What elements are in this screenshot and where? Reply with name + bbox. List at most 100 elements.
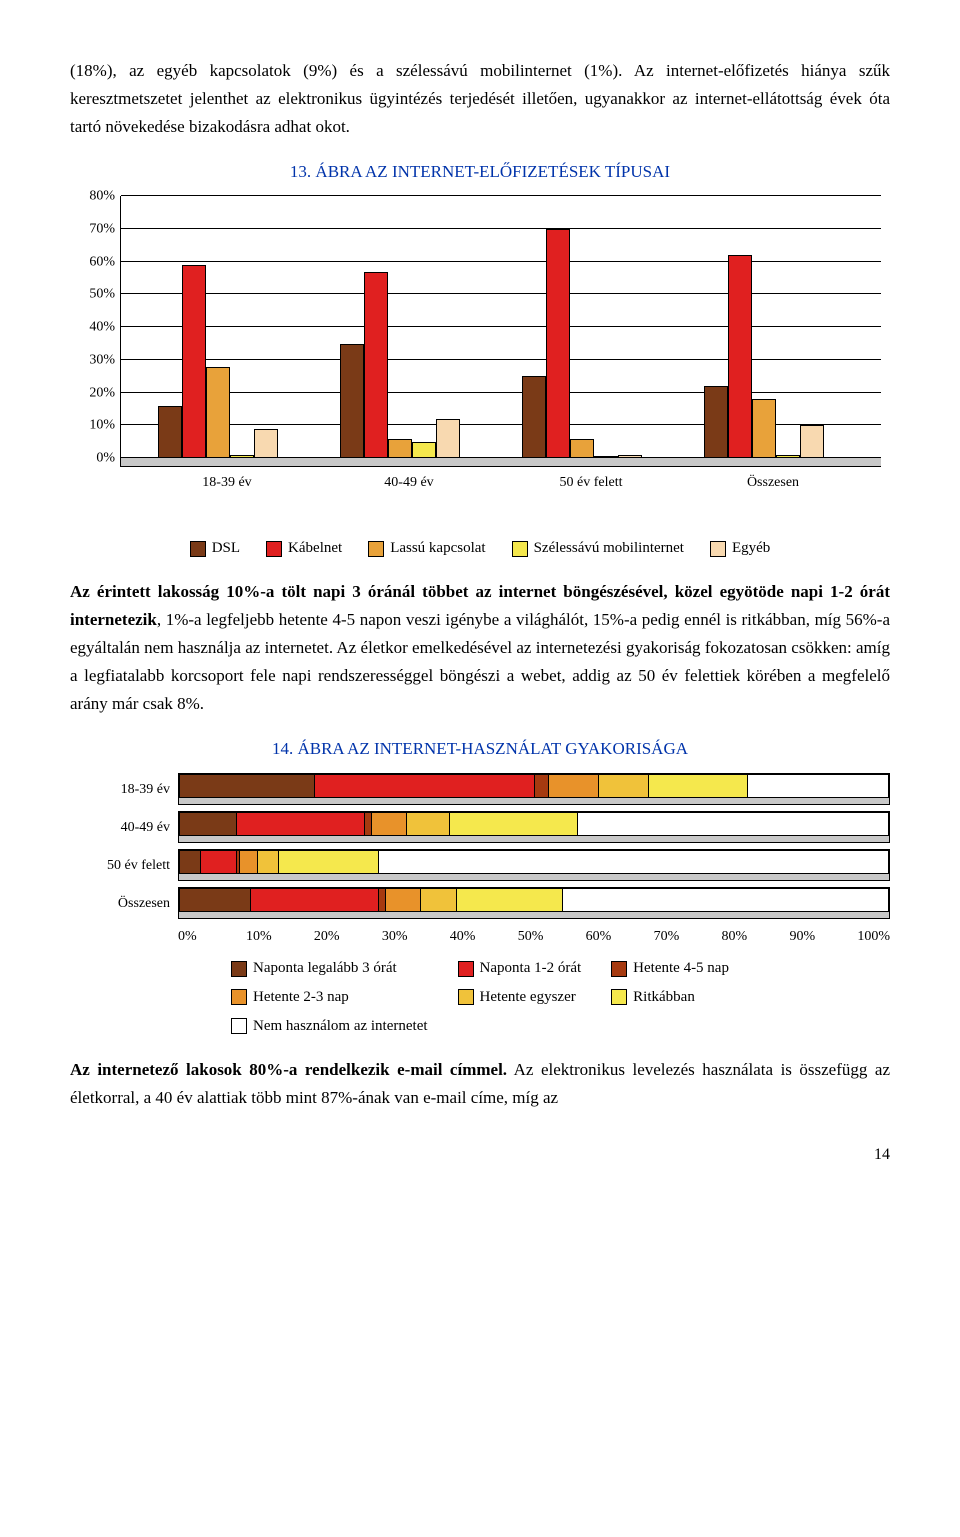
legend-item: Ritkábban bbox=[611, 985, 729, 1010]
bar-segment bbox=[314, 774, 534, 798]
stacked-bar bbox=[178, 773, 890, 805]
chart-13-subscription-types: 0%10%20%30%40%50%60%70%80%18-39 év40-49 … bbox=[70, 196, 890, 526]
bar bbox=[206, 367, 230, 459]
bar bbox=[436, 419, 460, 458]
row-label: 40-49 év bbox=[70, 816, 178, 839]
legend-item: DSL bbox=[190, 536, 240, 561]
x-tick-label: 10% bbox=[246, 925, 314, 948]
email-lead: Az internetező lakosok 80%-a rendelkezik… bbox=[70, 1060, 507, 1079]
usage-paragraph: Az érintett lakosság 10%-a tölt napi 3 ó… bbox=[70, 578, 890, 718]
bar-segment bbox=[562, 888, 889, 912]
bar bbox=[254, 429, 278, 458]
stacked-bar bbox=[178, 887, 890, 919]
x-tick-label: 40-49 év bbox=[334, 471, 484, 494]
bar-segment bbox=[648, 774, 747, 798]
usage-rest: , 1%-a legfeljebb hetente 4-5 napon vesz… bbox=[70, 610, 890, 713]
x-tick-label: 60% bbox=[586, 925, 654, 948]
x-tick-label: 50 év felett bbox=[516, 471, 666, 494]
x-tick-label: 30% bbox=[382, 925, 450, 948]
bar bbox=[522, 376, 546, 458]
bar-segment bbox=[598, 774, 648, 798]
bar bbox=[412, 442, 436, 458]
bar bbox=[364, 272, 388, 459]
chart-13-legend: DSL Kábelnet Lassú kapcsolat Szélessávú mob… bbox=[70, 536, 890, 561]
row-label: Összesen bbox=[70, 892, 178, 915]
bar-segment bbox=[385, 888, 421, 912]
bar bbox=[594, 456, 618, 458]
bar-segment bbox=[364, 812, 371, 836]
y-tick-label: 80% bbox=[70, 185, 115, 208]
bar-segment bbox=[236, 812, 364, 836]
legend-item: Lassú kapcsolat bbox=[368, 536, 485, 561]
stacked-bar bbox=[178, 849, 890, 881]
bar-segment bbox=[179, 812, 236, 836]
x-tick-label: 40% bbox=[450, 925, 518, 948]
bar bbox=[752, 399, 776, 458]
bar-segment bbox=[250, 888, 378, 912]
x-tick-label: Összesen bbox=[698, 471, 848, 494]
bar bbox=[388, 439, 412, 459]
page-number: 14 bbox=[70, 1142, 890, 1168]
x-tick-label: 90% bbox=[789, 925, 857, 948]
y-tick-label: 40% bbox=[70, 316, 115, 339]
bar bbox=[570, 439, 594, 459]
bar bbox=[728, 255, 752, 458]
legend-item: Hetente 2-3 nap bbox=[231, 985, 428, 1010]
y-tick-label: 20% bbox=[70, 381, 115, 404]
bar-segment bbox=[548, 774, 598, 798]
legend-item: Naponta legalább 3 órát bbox=[231, 956, 428, 981]
legend-item: Hetente 4-5 nap bbox=[611, 956, 729, 981]
y-tick-label: 70% bbox=[70, 217, 115, 240]
x-tick-label: 18-39 év bbox=[152, 471, 302, 494]
bar-segment bbox=[179, 774, 314, 798]
figure-14-caption: 14. ÁBRA AZ INTERNET-HASZNÁLAT GYAKORISÁ… bbox=[70, 735, 890, 763]
bar-segment bbox=[371, 812, 407, 836]
bar-segment bbox=[239, 850, 257, 874]
bar bbox=[158, 406, 182, 458]
bar-segment bbox=[179, 850, 200, 874]
bar-segment bbox=[278, 850, 377, 874]
x-tick-label: 100% bbox=[857, 925, 890, 948]
y-tick-label: 10% bbox=[70, 414, 115, 437]
bar-segment bbox=[179, 888, 250, 912]
chart-13-plot bbox=[120, 196, 881, 467]
bar-segment bbox=[577, 812, 889, 836]
email-paragraph: Az internetező lakosok 80%-a rendelkezik… bbox=[70, 1056, 890, 1112]
chart-14-legend: Naponta legalább 3 órát Naponta 1-2 órát H… bbox=[70, 956, 890, 1038]
bar-segment bbox=[200, 850, 236, 874]
bar-segment bbox=[420, 888, 456, 912]
bar bbox=[618, 455, 642, 458]
x-tick-label: 70% bbox=[654, 925, 722, 948]
bar bbox=[182, 265, 206, 458]
chart-14-usage-frequency: 18-39 év40-49 év50 év felettÖsszesen0%10… bbox=[70, 773, 890, 948]
x-tick-label: 50% bbox=[518, 925, 586, 948]
bar-segment bbox=[534, 774, 548, 798]
bar-segment bbox=[378, 888, 385, 912]
bar-segment bbox=[449, 812, 577, 836]
x-tick-label: 80% bbox=[722, 925, 790, 948]
y-tick-label: 0% bbox=[70, 447, 115, 470]
legend-item: Szélessávú mobilinternet bbox=[512, 536, 684, 561]
bar-segment bbox=[378, 850, 889, 874]
bar-segment bbox=[257, 850, 278, 874]
bar-segment bbox=[406, 812, 449, 836]
bar-segment bbox=[456, 888, 563, 912]
stacked-bar bbox=[178, 811, 890, 843]
figure-13-caption: 13. ÁBRA AZ INTERNET-ELŐFIZETÉSEK TÍPUSA… bbox=[70, 158, 890, 186]
legend-item: Nem használom az internetet bbox=[231, 1014, 428, 1039]
bar bbox=[546, 229, 570, 458]
x-tick-label: 20% bbox=[314, 925, 382, 948]
row-label: 18-39 év bbox=[70, 778, 178, 801]
legend-item: Kábelnet bbox=[266, 536, 342, 561]
x-axis: 0%10%20%30%40%50%60%70%80%90%100% bbox=[178, 925, 890, 948]
intro-paragraph: (18%), az egyéb kapcsolatok (9%) és a sz… bbox=[70, 57, 890, 141]
legend-item: Naponta 1-2 órát bbox=[458, 956, 582, 981]
y-tick-label: 60% bbox=[70, 250, 115, 273]
bar bbox=[800, 425, 824, 458]
bar bbox=[704, 386, 728, 458]
x-tick-label: 0% bbox=[178, 925, 246, 948]
bar bbox=[230, 455, 254, 458]
legend-item: Hetente egyszer bbox=[458, 985, 582, 1010]
row-label: 50 év felett bbox=[70, 854, 178, 877]
y-tick-label: 30% bbox=[70, 348, 115, 371]
